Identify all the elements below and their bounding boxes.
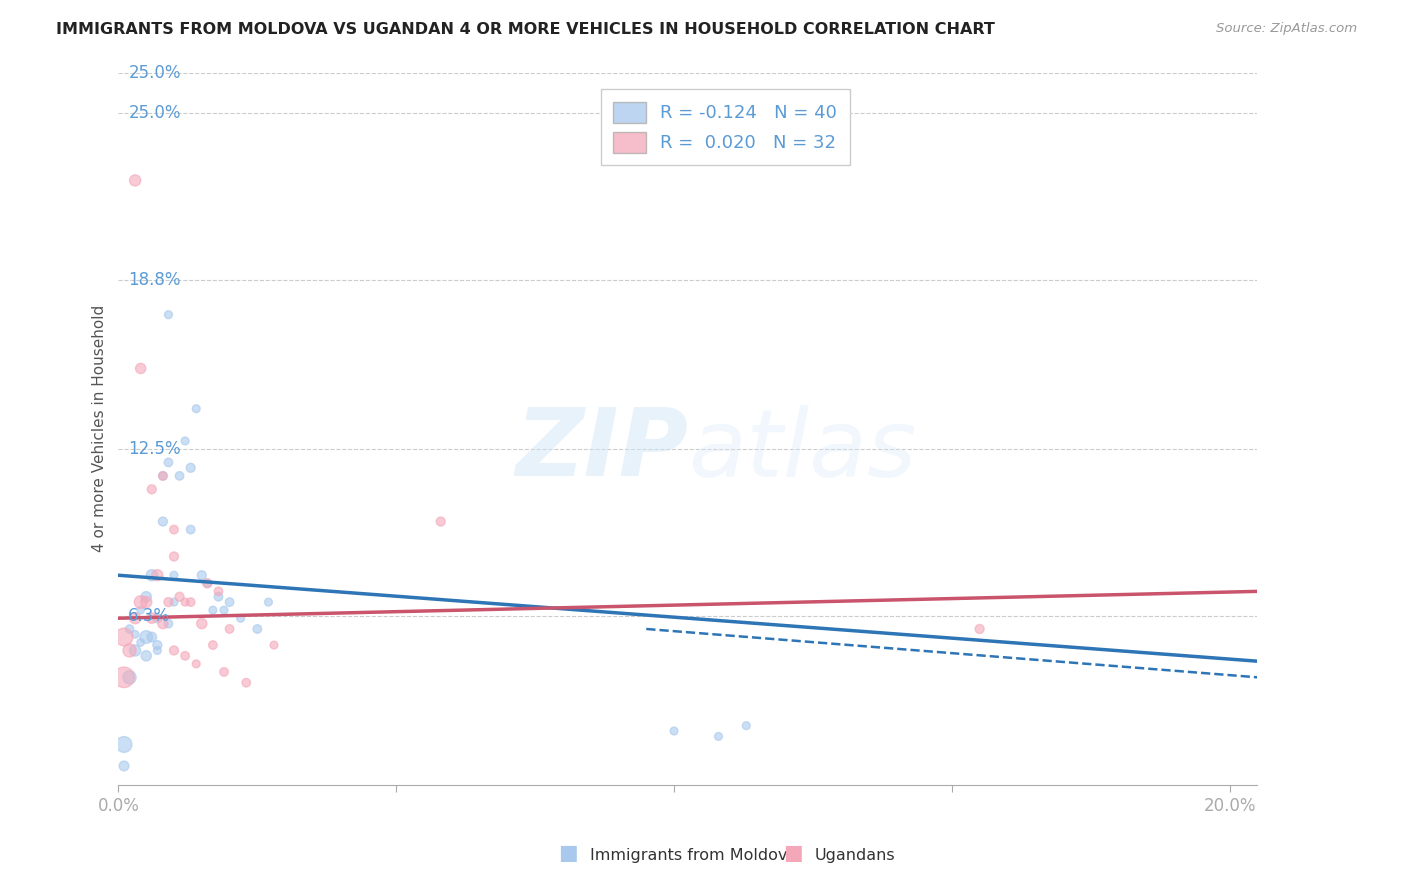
Point xyxy=(180,523,202,537)
Point xyxy=(174,434,197,448)
Y-axis label: 4 or more Vehicles in Household: 4 or more Vehicles in Household xyxy=(93,305,107,552)
Point xyxy=(129,361,152,376)
Point xyxy=(180,595,202,609)
Point xyxy=(112,670,135,684)
Point xyxy=(152,468,174,483)
Point xyxy=(246,622,269,636)
Point xyxy=(141,483,163,497)
Legend: R = -0.124   N = 40, R =  0.020   N = 32: R = -0.124 N = 40, R = 0.020 N = 32 xyxy=(600,89,849,165)
Point xyxy=(112,759,135,773)
Point xyxy=(129,635,152,649)
Point xyxy=(212,665,235,679)
Point xyxy=(118,622,141,636)
Point xyxy=(191,616,214,631)
Point xyxy=(141,611,163,625)
Point xyxy=(152,616,174,631)
Point xyxy=(163,595,186,609)
Point xyxy=(207,584,229,599)
Point xyxy=(169,590,191,604)
Point xyxy=(146,568,169,582)
Text: IMMIGRANTS FROM MOLDOVA VS UGANDAN 4 OR MORE VEHICLES IN HOUSEHOLD CORRELATION C: IMMIGRANTS FROM MOLDOVA VS UGANDAN 4 OR … xyxy=(56,22,995,37)
Point xyxy=(169,468,191,483)
Point xyxy=(180,460,202,475)
Point xyxy=(146,643,169,657)
Point xyxy=(141,630,163,644)
Point xyxy=(163,549,186,564)
Point xyxy=(201,603,224,617)
Point xyxy=(186,657,208,671)
Text: 25.0%: 25.0% xyxy=(128,64,181,82)
Point xyxy=(191,568,214,582)
Text: Ugandans: Ugandans xyxy=(814,848,896,863)
Point xyxy=(135,590,157,604)
Point xyxy=(229,611,252,625)
Point xyxy=(129,595,152,609)
Point xyxy=(112,738,135,752)
Text: 18.8%: 18.8% xyxy=(128,271,181,289)
Point xyxy=(124,643,146,657)
Text: 25.0%: 25.0% xyxy=(128,104,181,122)
Point xyxy=(662,724,685,739)
Point xyxy=(135,630,157,644)
Point xyxy=(146,638,169,652)
Point xyxy=(429,515,451,529)
Text: ZIP: ZIP xyxy=(515,404,688,496)
Point xyxy=(129,603,152,617)
Point xyxy=(257,595,280,609)
Text: Source: ZipAtlas.com: Source: ZipAtlas.com xyxy=(1216,22,1357,36)
Point xyxy=(195,576,218,591)
Point xyxy=(135,595,157,609)
Text: Immigrants from Moldova: Immigrants from Moldova xyxy=(589,848,797,863)
Point xyxy=(118,670,141,684)
Point xyxy=(174,648,197,663)
Point xyxy=(157,308,180,322)
Point xyxy=(735,719,758,733)
Point xyxy=(186,401,208,416)
Point xyxy=(969,622,991,636)
Point xyxy=(146,611,169,625)
Point xyxy=(118,643,141,657)
Point xyxy=(201,638,224,652)
Point xyxy=(152,468,174,483)
Point xyxy=(157,595,180,609)
Point xyxy=(218,595,240,609)
Text: 6.3%: 6.3% xyxy=(128,607,170,624)
Point xyxy=(124,611,146,625)
Point xyxy=(141,568,163,582)
Point xyxy=(152,515,174,529)
Point xyxy=(207,590,229,604)
Text: ■: ■ xyxy=(783,844,803,863)
Point xyxy=(218,622,240,636)
Point xyxy=(163,568,186,582)
Point xyxy=(135,648,157,663)
Point xyxy=(163,523,186,537)
Text: 12.5%: 12.5% xyxy=(128,440,181,458)
Point xyxy=(707,730,730,744)
Point xyxy=(235,675,257,690)
Point xyxy=(163,643,186,657)
Point xyxy=(212,603,235,617)
Text: ■: ■ xyxy=(558,844,578,863)
Point xyxy=(124,173,146,187)
Point xyxy=(195,576,218,591)
Point xyxy=(174,595,197,609)
Text: atlas: atlas xyxy=(688,405,917,496)
Point xyxy=(263,638,285,652)
Point xyxy=(124,627,146,641)
Point xyxy=(157,455,180,469)
Point xyxy=(112,630,135,644)
Point xyxy=(157,616,180,631)
